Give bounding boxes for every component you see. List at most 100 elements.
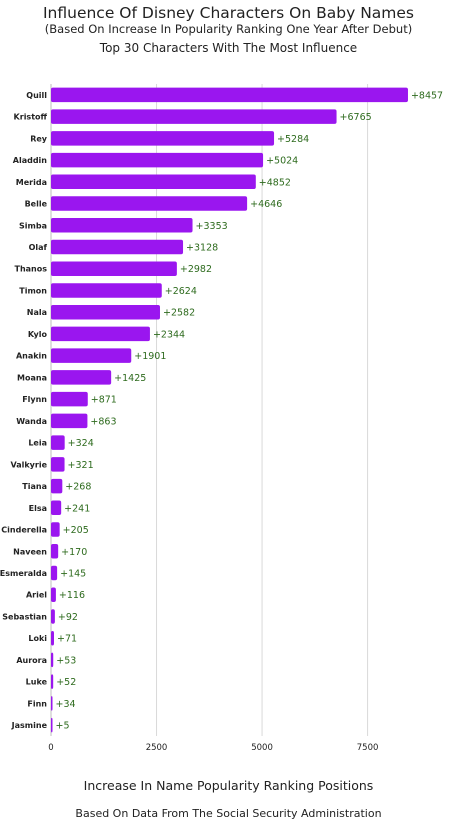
category-label: Simba	[19, 221, 47, 230]
data-label: +5284	[277, 134, 309, 145]
data-label: +241	[64, 503, 90, 514]
data-label: +145	[60, 569, 86, 580]
category-label: Jasmine	[11, 721, 48, 730]
bar-wanda	[51, 413, 88, 429]
data-label: +3128	[186, 243, 218, 254]
bar-luke	[51, 674, 54, 689]
bar-naveen	[51, 544, 59, 559]
bar-belle	[51, 196, 248, 211]
category-label: Flynn	[22, 395, 47, 404]
bar-flynn	[51, 391, 88, 407]
category-label: Kristoff	[14, 113, 48, 122]
category-label: Rey	[30, 134, 48, 143]
bar-anakin	[51, 348, 132, 363]
data-label: +71	[57, 634, 77, 645]
category-label: Ariel	[26, 591, 47, 600]
category-label: Timon	[19, 286, 47, 295]
data-label: +5024	[266, 156, 298, 167]
data-label: +4852	[259, 177, 291, 188]
category-label: Naveen	[13, 547, 47, 556]
bar-esmeralda	[51, 565, 58, 581]
data-label: +1901	[134, 351, 166, 362]
data-label: +34	[56, 699, 76, 710]
chart-title: Influence Of Disney Characters On Baby N…	[42, 4, 415, 22]
category-label: Thanos	[14, 265, 47, 274]
category-label: Sebastian	[2, 612, 47, 621]
bar-valkyrie	[51, 457, 65, 472]
category-label: Aladdin	[13, 156, 48, 165]
category-label: Anakin	[16, 352, 47, 361]
x-tick-label: 2500	[146, 743, 168, 753]
category-label: Moana	[17, 373, 47, 382]
data-label: +2582	[163, 308, 195, 319]
data-label: +1425	[114, 373, 146, 384]
bar-nala	[51, 304, 160, 320]
data-label: +5	[56, 721, 70, 732]
data-label: +8457	[411, 90, 443, 101]
bar-rey	[51, 131, 275, 146]
category-label: Leia	[28, 439, 47, 448]
category-label: Quill	[26, 91, 47, 100]
footer-note: Based On Data From The Social Security A…	[75, 807, 382, 820]
category-label: Merida	[16, 178, 47, 187]
data-label: +6765	[340, 112, 372, 123]
data-label: +863	[90, 416, 116, 427]
x-tick-label: 5000	[251, 743, 273, 753]
data-label: +2624	[165, 286, 197, 297]
category-label: Valkyrie	[10, 460, 47, 469]
bar-tiana	[51, 478, 63, 494]
data-label: +321	[68, 460, 94, 471]
data-label: +205	[63, 525, 89, 536]
data-label: +4646	[250, 199, 282, 210]
bar-moana	[51, 370, 112, 385]
bar-aladdin	[51, 152, 264, 168]
bar-merida	[51, 174, 256, 190]
bar-loki	[51, 630, 54, 646]
data-label: +53	[56, 655, 76, 666]
category-label: Aurora	[16, 656, 47, 665]
category-label: Nala	[27, 308, 47, 317]
bar-finn	[51, 696, 53, 711]
bar-aurora	[51, 652, 54, 668]
bar-jasmine	[51, 717, 53, 733]
bar-sebastian	[51, 609, 55, 624]
x-tick-label: 0	[48, 743, 53, 753]
data-label: +2344	[153, 329, 185, 340]
x-axis-label: Increase In Name Popularity Ranking Posi…	[83, 778, 374, 793]
category-label: Loki	[28, 634, 47, 643]
category-label: Finn	[27, 699, 47, 708]
bar-timon	[51, 283, 162, 298]
bar-chart: 0 2500 5000 7500 Quill +8457 Kristoff +6765 Rey +…	[0, 84, 443, 753]
data-label: +52	[56, 677, 76, 688]
category-label: Tiana	[22, 482, 47, 491]
category-label: Luke	[26, 678, 48, 687]
bar-elsa	[51, 500, 62, 516]
data-label: +2982	[180, 264, 212, 275]
data-label: +92	[58, 612, 78, 623]
category-label: Esmeralda	[0, 569, 47, 578]
category-label: Olaf	[29, 243, 48, 252]
bar-leia	[51, 435, 65, 450]
bar-simba	[51, 218, 193, 233]
data-label: +871	[91, 395, 117, 406]
x-tick-label: 7500	[357, 743, 379, 753]
chart-subtitle: (Based On Increase In Popularity Ranking…	[44, 22, 413, 36]
data-label: +116	[59, 590, 85, 601]
category-label: Kylo	[28, 330, 48, 339]
category-label: Wanda	[16, 417, 47, 426]
category-label: Cinderella	[1, 526, 47, 535]
bar-cinderella	[51, 522, 60, 537]
data-label: +324	[68, 438, 94, 449]
bar-thanos	[51, 261, 177, 276]
data-label: +268	[65, 482, 91, 493]
category-label: Belle	[25, 200, 48, 209]
bar-kylo	[51, 326, 150, 342]
data-label: +170	[61, 547, 87, 558]
bar-ariel	[51, 587, 56, 602]
bar-kristoff	[51, 109, 337, 124]
bar-olaf	[51, 239, 184, 255]
bar-quill	[51, 87, 408, 103]
category-label: Elsa	[29, 504, 47, 513]
chart-subtitle-2: Top 30 Characters With The Most Influenc…	[99, 41, 358, 55]
data-label: +3353	[196, 221, 228, 232]
